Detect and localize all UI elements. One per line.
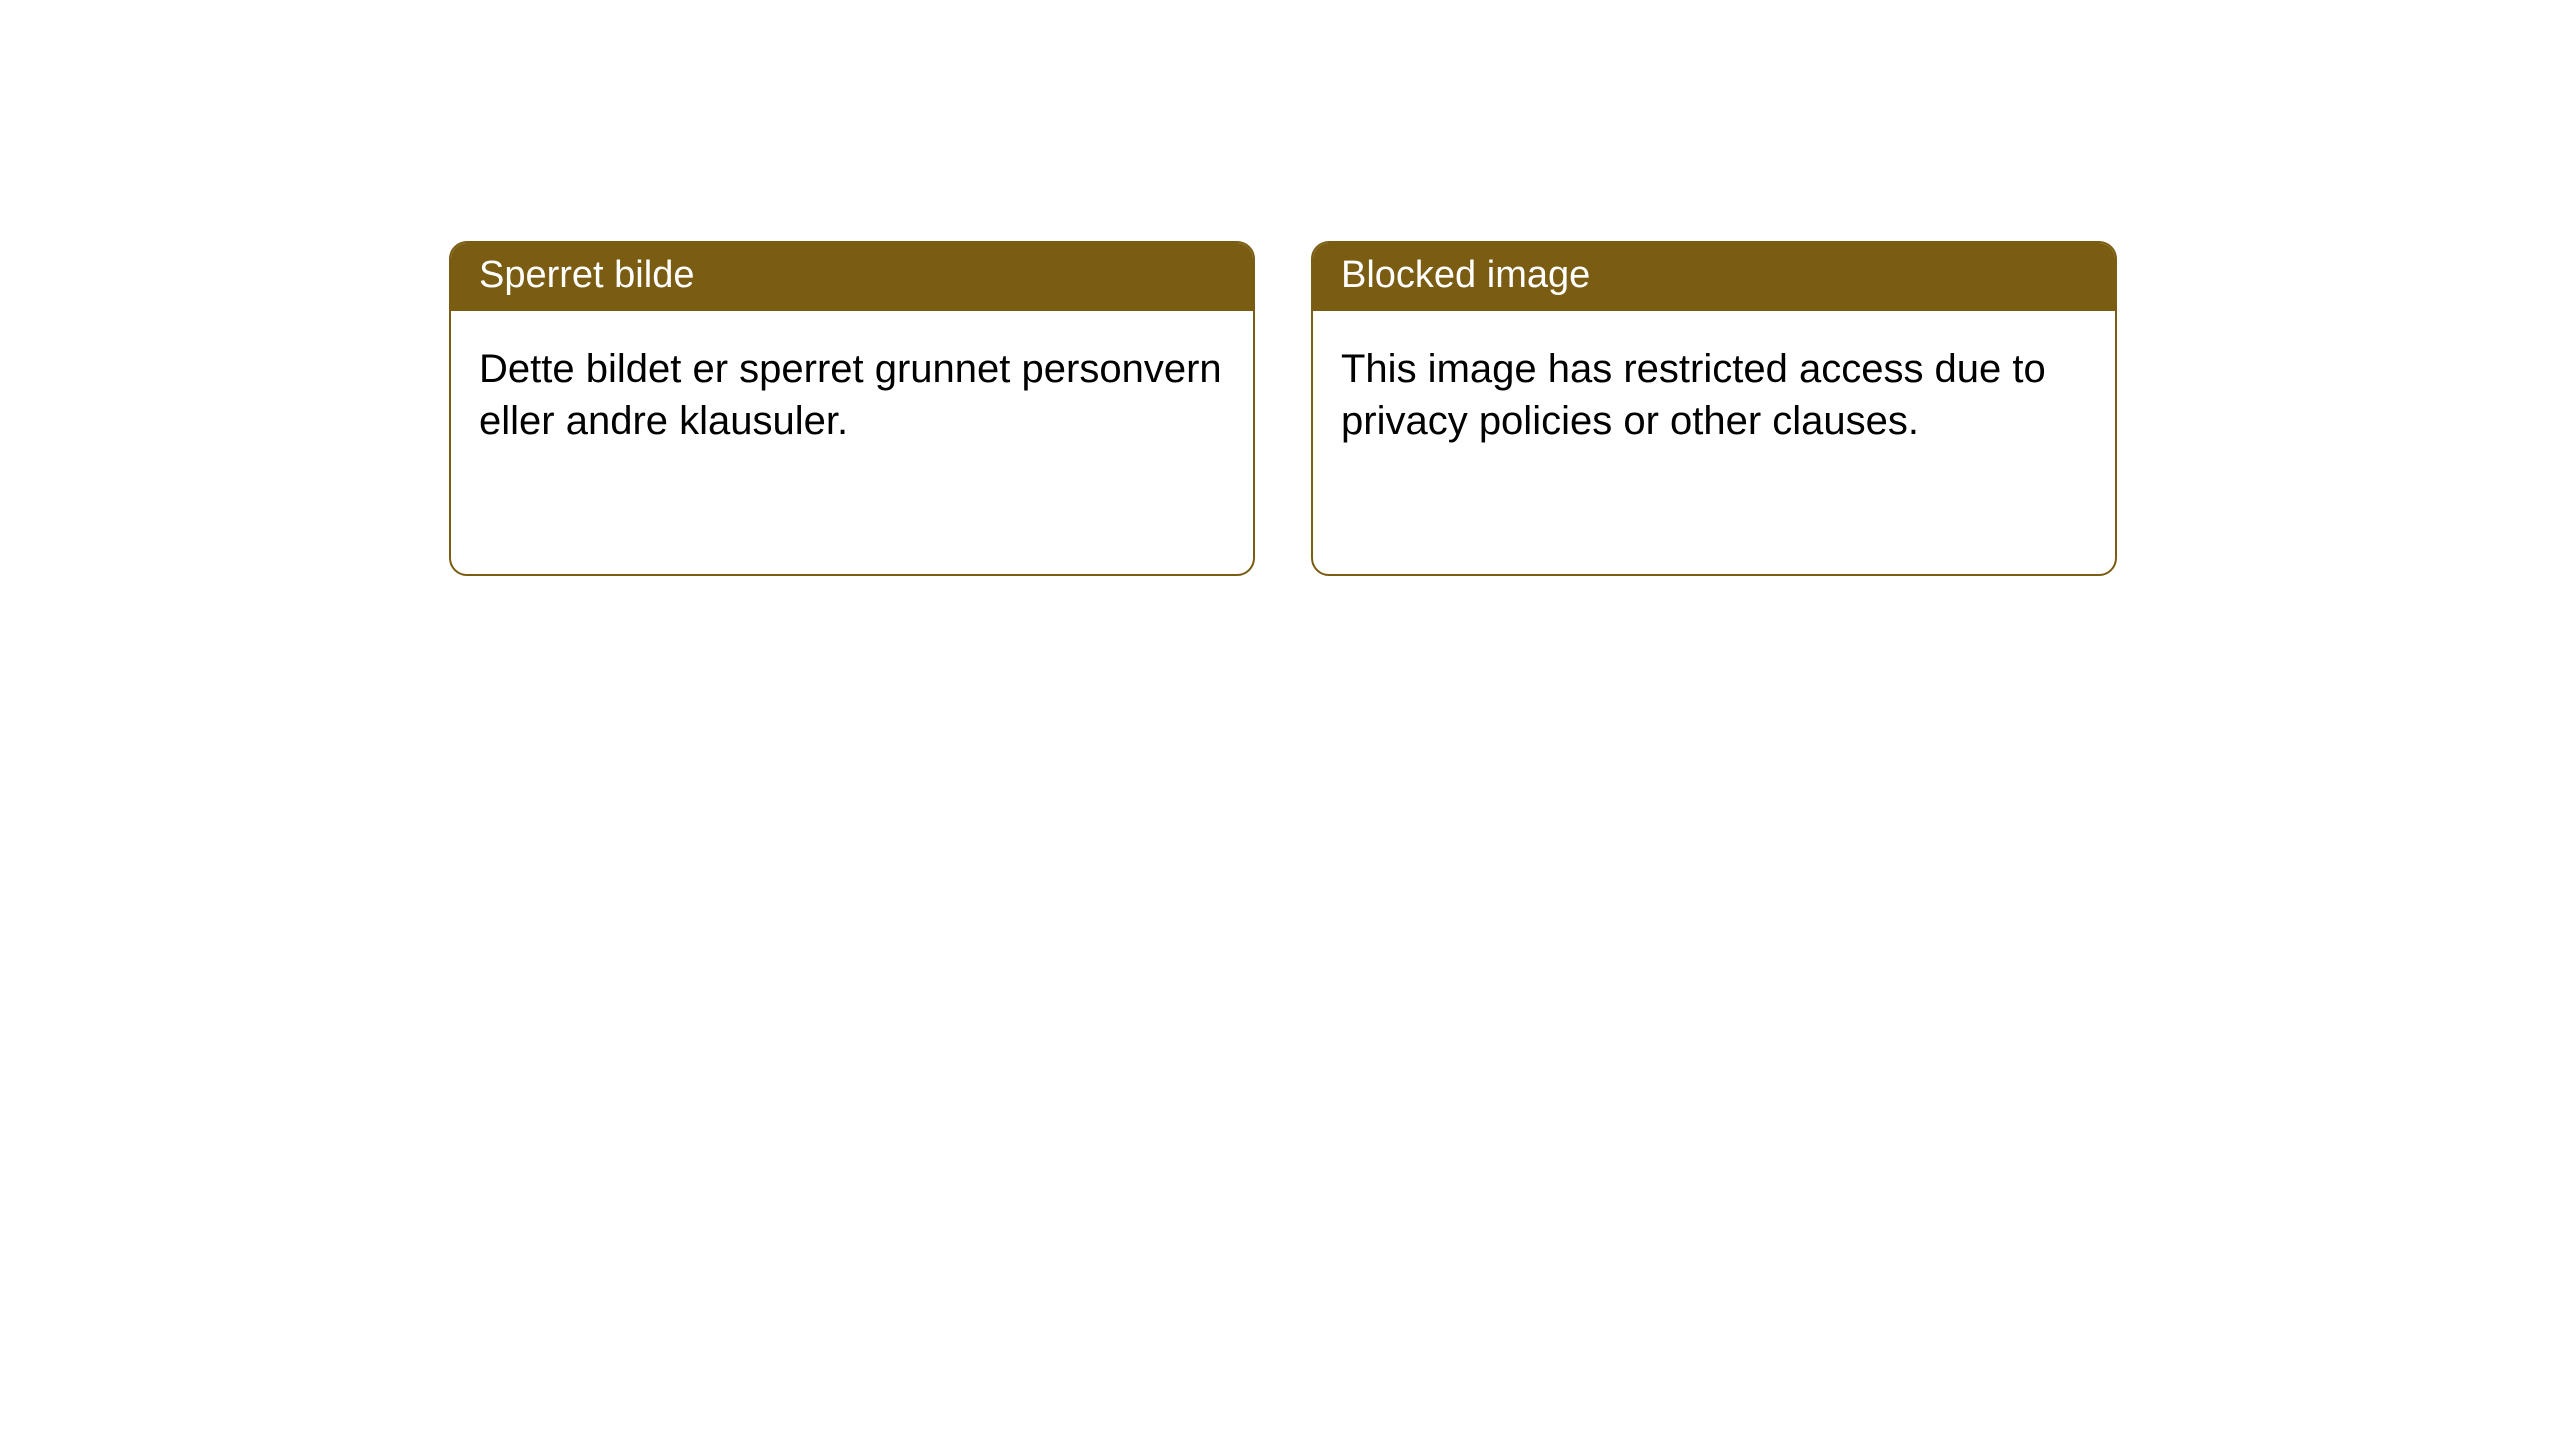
card-container: Sperret bilde Dette bildet er sperret gr…	[0, 0, 2560, 576]
card-header-norwegian: Sperret bilde	[451, 243, 1253, 311]
card-english: Blocked image This image has restricted …	[1311, 241, 2117, 576]
card-header-english: Blocked image	[1313, 243, 2115, 311]
card-norwegian: Sperret bilde Dette bildet er sperret gr…	[449, 241, 1255, 576]
card-body-english: This image has restricted access due to …	[1313, 311, 2115, 479]
card-body-norwegian: Dette bildet er sperret grunnet personve…	[451, 311, 1253, 479]
